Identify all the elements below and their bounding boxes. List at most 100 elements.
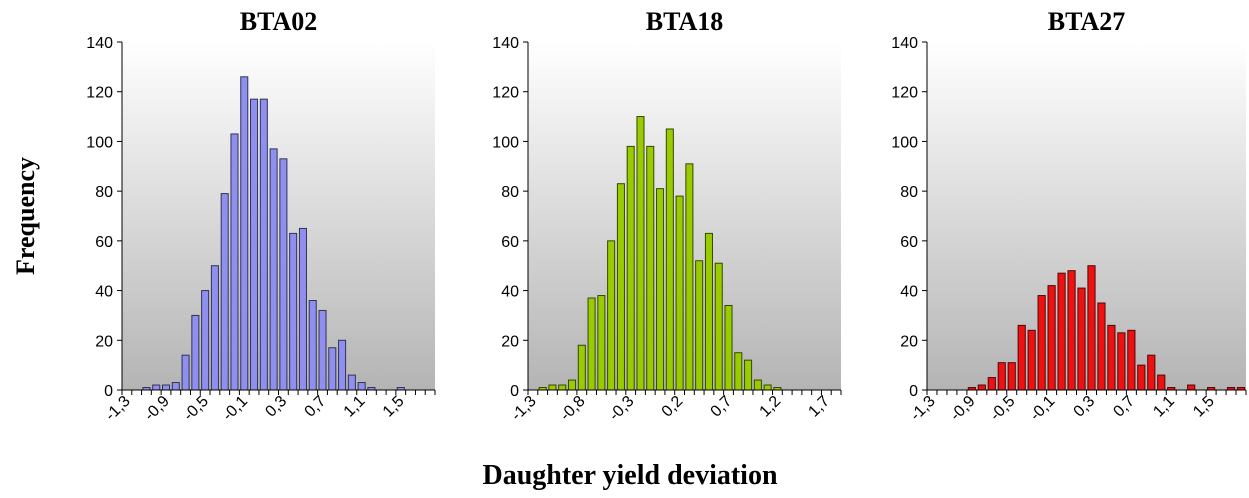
y-tick-label: 0	[510, 383, 519, 400]
y-tick-label: 120	[492, 85, 519, 102]
y-tick-label: 20	[900, 333, 918, 350]
x-tick-label: 0,7	[708, 393, 736, 421]
bar-0,5	[704, 232, 713, 391]
bar--0,5	[607, 240, 616, 391]
x-tick-label: 1,1	[341, 393, 369, 421]
bar-0,7	[1127, 329, 1136, 391]
y-tick-label: 80	[900, 184, 918, 201]
x-tick-label: 1,1	[1150, 393, 1178, 421]
x-tick-label: 1,5	[1190, 393, 1218, 421]
bar-0,0	[1057, 272, 1066, 391]
bar--0,8	[171, 382, 180, 391]
x-tick-label: -0,5	[180, 393, 212, 425]
bar-0,9	[338, 339, 347, 391]
y-tick-label: 40	[95, 284, 113, 301]
chart-title: BTA02	[240, 7, 318, 36]
bar--0,2	[230, 133, 239, 391]
chart-title: BTA27	[1048, 7, 1126, 36]
bar--1,1	[548, 384, 557, 391]
bar-1,1	[763, 384, 772, 391]
bar-0,4	[289, 232, 298, 391]
bar-0,9	[744, 359, 753, 391]
bar-0,0	[656, 188, 665, 391]
x-tick-label: -0,1	[220, 393, 252, 425]
bar-0,2	[1077, 287, 1086, 391]
bar--0,7	[587, 297, 596, 391]
y-tick-label: 100	[86, 134, 113, 151]
bar-0,8	[734, 352, 743, 391]
bar--0,2	[636, 116, 645, 391]
y-tick-label: 60	[501, 234, 519, 251]
bar-1,3	[1187, 384, 1196, 391]
bar-0,2	[675, 195, 684, 391]
x-axis-label: Daughter yield deviation	[482, 460, 777, 491]
bar--1,0	[152, 384, 161, 391]
bar--0,5	[1007, 362, 1016, 391]
x-tick-label: 0,3	[262, 393, 290, 421]
bar--0,6	[191, 314, 200, 391]
bar-0,3	[1087, 265, 1096, 391]
y-tick-label: 60	[95, 234, 113, 251]
bar--0,7	[987, 377, 996, 391]
bar--0,4	[616, 183, 625, 391]
y-tick-label: 140	[492, 35, 519, 52]
x-tick-label: 0,7	[1110, 393, 1138, 421]
bar--0,1	[646, 145, 655, 391]
y-tick-label: 120	[891, 85, 918, 102]
bar--0,1	[1047, 285, 1056, 391]
bar--0,5	[201, 290, 210, 391]
y-tick-label: 20	[95, 333, 113, 350]
x-tick-label: 0,7	[302, 393, 330, 421]
bar-0,8	[328, 347, 337, 391]
bar-0,4	[695, 260, 704, 391]
y-tick-label: 60	[900, 234, 918, 251]
bar--0,7	[181, 354, 190, 391]
x-tick-label: -0,1	[1027, 393, 1059, 425]
y-axis-label: Frequency	[11, 157, 40, 275]
bar-0,1	[665, 128, 674, 391]
x-tick-label: 0,3	[1071, 393, 1099, 421]
bar-0,1	[259, 98, 268, 391]
bar--0,3	[626, 145, 635, 391]
y-tick-label: 100	[492, 134, 519, 151]
chart-title: BTA18	[646, 7, 724, 36]
x-tick-label: -0,8	[557, 393, 589, 425]
bar-0,4	[1097, 302, 1106, 391]
bar--0,8	[977, 384, 986, 391]
bar-0,6	[714, 262, 723, 391]
bar--0,2	[1037, 295, 1046, 391]
y-tick-label: 0	[909, 383, 918, 400]
bar-0,7	[318, 309, 327, 391]
bar--0,8	[577, 344, 586, 391]
bar-0,3	[685, 163, 694, 391]
bar-0,3	[279, 158, 288, 391]
bar--0,9	[567, 379, 577, 391]
x-tick-label: -0,9	[141, 393, 173, 425]
x-tick-label: -0,3	[606, 393, 638, 425]
bar-0,0	[250, 98, 259, 391]
y-tick-label: 100	[891, 134, 918, 151]
bar-1,0	[753, 379, 762, 391]
bar--0,9	[161, 384, 171, 391]
y-tick-label: 140	[891, 35, 918, 52]
bar-0,6	[308, 300, 317, 391]
y-tick-label: 80	[95, 184, 113, 201]
plot-area	[528, 42, 841, 390]
bar--0,6	[997, 362, 1006, 391]
y-tick-label: 0	[104, 383, 113, 400]
bar-0,2	[269, 148, 278, 391]
bar--0,3	[1027, 329, 1036, 391]
y-tick-label: 120	[86, 85, 113, 102]
bar-0,9	[1147, 354, 1156, 391]
x-tick-label: -0,5	[987, 393, 1019, 425]
bar-1,0	[347, 374, 356, 391]
x-tick-label: 1,5	[380, 393, 408, 421]
x-tick-label: 1,7	[805, 393, 833, 421]
y-tick-label: 40	[900, 284, 918, 301]
y-tick-label: 80	[501, 184, 519, 201]
bar-0,1	[1067, 270, 1076, 391]
